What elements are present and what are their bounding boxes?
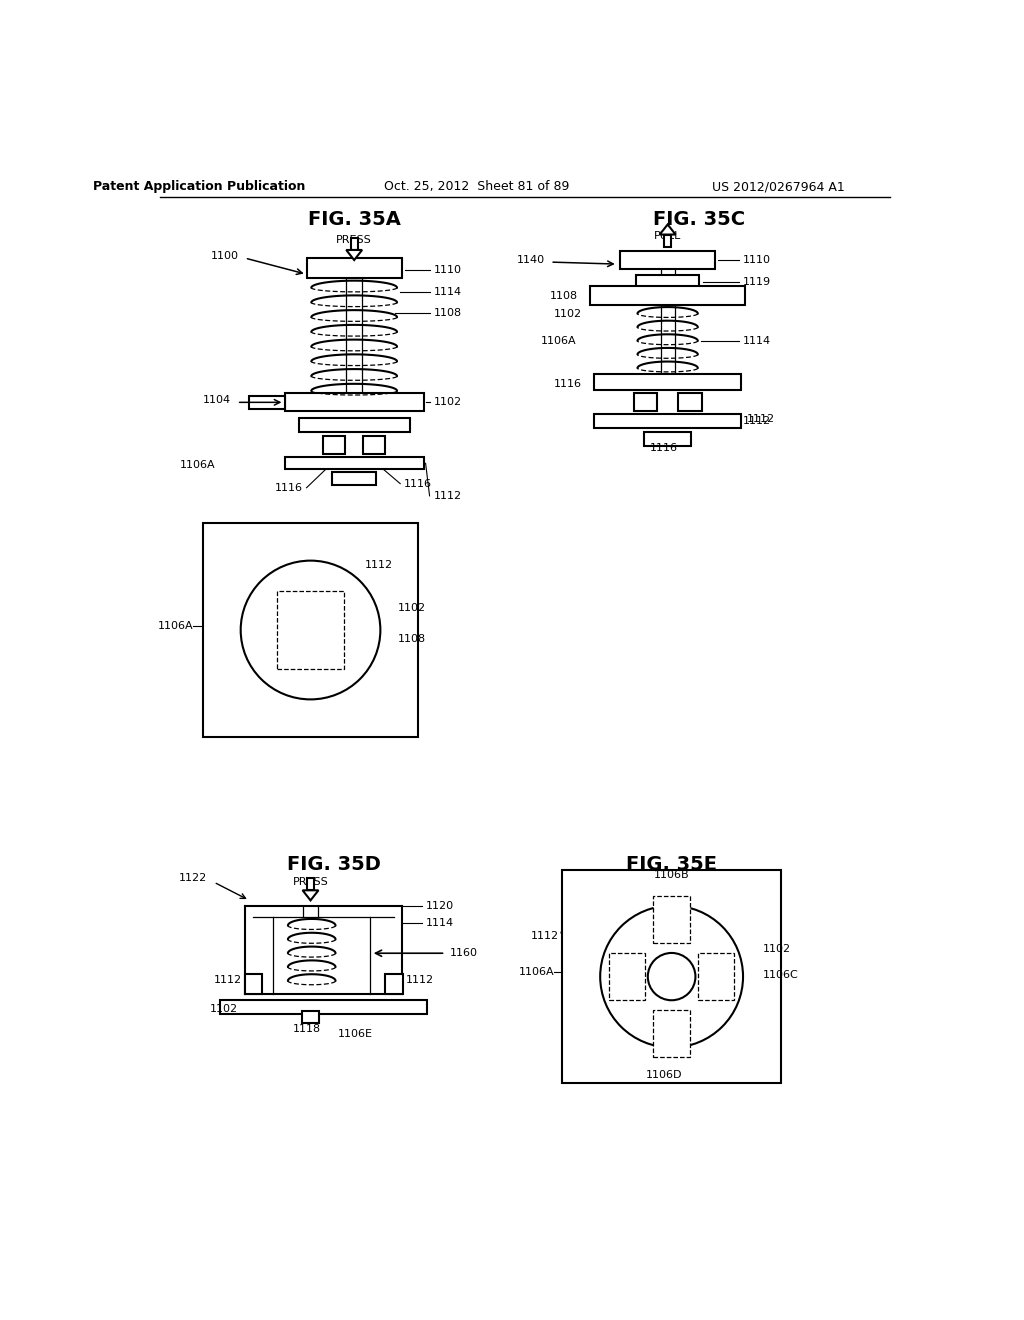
Bar (678, 393, 701, 412)
Text: 1106A: 1106A (158, 620, 194, 631)
Text: FIG. 35C: FIG. 35C (653, 210, 745, 228)
Text: PRESS: PRESS (293, 876, 329, 887)
Bar (621, 251, 716, 269)
Bar (653, 896, 690, 942)
Text: 1106B: 1106B (653, 870, 689, 880)
Text: 1122: 1122 (179, 873, 207, 883)
Text: 1108: 1108 (397, 634, 426, 644)
Polygon shape (346, 249, 362, 260)
Text: 1120: 1120 (426, 902, 454, 912)
Text: 1106E: 1106E (338, 1030, 374, 1039)
Text: 1116: 1116 (649, 444, 678, 453)
Text: 1106A: 1106A (541, 337, 577, 346)
Text: 1112: 1112 (748, 413, 775, 424)
Bar (299, 417, 410, 432)
Text: 1119: 1119 (743, 277, 771, 288)
Bar (385, 974, 402, 994)
Text: 1102: 1102 (209, 1005, 238, 1014)
Bar (350, 238, 357, 249)
Text: PRESS: PRESS (336, 235, 372, 244)
Bar (644, 432, 691, 446)
Text: 1116: 1116 (404, 479, 432, 488)
Bar (333, 473, 376, 484)
Polygon shape (659, 224, 676, 235)
Bar (594, 413, 741, 428)
Bar (285, 457, 424, 470)
Text: 1100: 1100 (211, 251, 239, 261)
Text: 1102: 1102 (433, 397, 462, 408)
Bar (245, 974, 262, 994)
Text: 1118: 1118 (293, 1024, 321, 1035)
Text: 1104: 1104 (203, 395, 231, 405)
Text: 1112: 1112 (530, 931, 558, 941)
Text: 1102: 1102 (763, 944, 791, 954)
Text: FIG. 35E: FIG. 35E (626, 855, 717, 874)
Bar (285, 393, 424, 412)
Text: 1106A: 1106A (518, 966, 554, 977)
Text: 1114: 1114 (433, 286, 462, 297)
Text: 1114: 1114 (426, 917, 454, 928)
Bar (609, 953, 645, 1001)
Bar (594, 374, 741, 391)
Bar (220, 1001, 427, 1014)
Text: 1108: 1108 (550, 290, 578, 301)
Text: 1116: 1116 (274, 483, 303, 492)
Text: FIG. 35B: FIG. 35B (264, 537, 356, 556)
Bar (590, 286, 745, 305)
Text: 1112: 1112 (406, 974, 434, 985)
Bar (697, 953, 734, 1001)
Bar (653, 1010, 690, 1057)
Text: Patent Application Publication: Patent Application Publication (93, 181, 305, 193)
Text: 1114: 1114 (743, 337, 771, 346)
Text: PULL: PULL (654, 231, 681, 240)
Bar (307, 878, 314, 890)
Text: 1110: 1110 (743, 255, 771, 265)
Bar (249, 396, 285, 409)
Text: 1160: 1160 (450, 948, 477, 958)
Text: 1140: 1140 (516, 255, 545, 265)
Bar (636, 275, 699, 290)
Text: 1112: 1112 (743, 416, 771, 425)
Bar (665, 235, 671, 247)
Text: 1102: 1102 (397, 603, 426, 612)
Text: FIG. 35A: FIG. 35A (308, 210, 400, 228)
Text: 1102: 1102 (554, 309, 582, 319)
Text: 1116: 1116 (554, 379, 582, 389)
Bar (302, 1011, 319, 1023)
Text: 1110: 1110 (433, 265, 462, 275)
Text: Oct. 25, 2012  Sheet 81 of 89: Oct. 25, 2012 Sheet 81 of 89 (384, 181, 570, 193)
Bar (306, 257, 401, 279)
Bar (562, 870, 780, 1084)
Bar (362, 436, 385, 454)
Text: 1112: 1112 (213, 974, 242, 985)
Text: 1106A: 1106A (179, 461, 215, 470)
Text: US 2012/0267964 A1: US 2012/0267964 A1 (713, 181, 845, 193)
Text: FIG. 35D: FIG. 35D (288, 855, 381, 874)
Bar (324, 436, 345, 454)
Text: 1112: 1112 (433, 491, 462, 500)
Bar (634, 393, 657, 412)
Bar (204, 523, 418, 737)
Text: 1106D: 1106D (645, 1071, 682, 1080)
Text: 1112: 1112 (365, 560, 392, 570)
Text: 1108: 1108 (433, 308, 462, 318)
Bar (278, 591, 344, 669)
Polygon shape (303, 890, 318, 900)
Text: 1106C: 1106C (763, 970, 799, 979)
